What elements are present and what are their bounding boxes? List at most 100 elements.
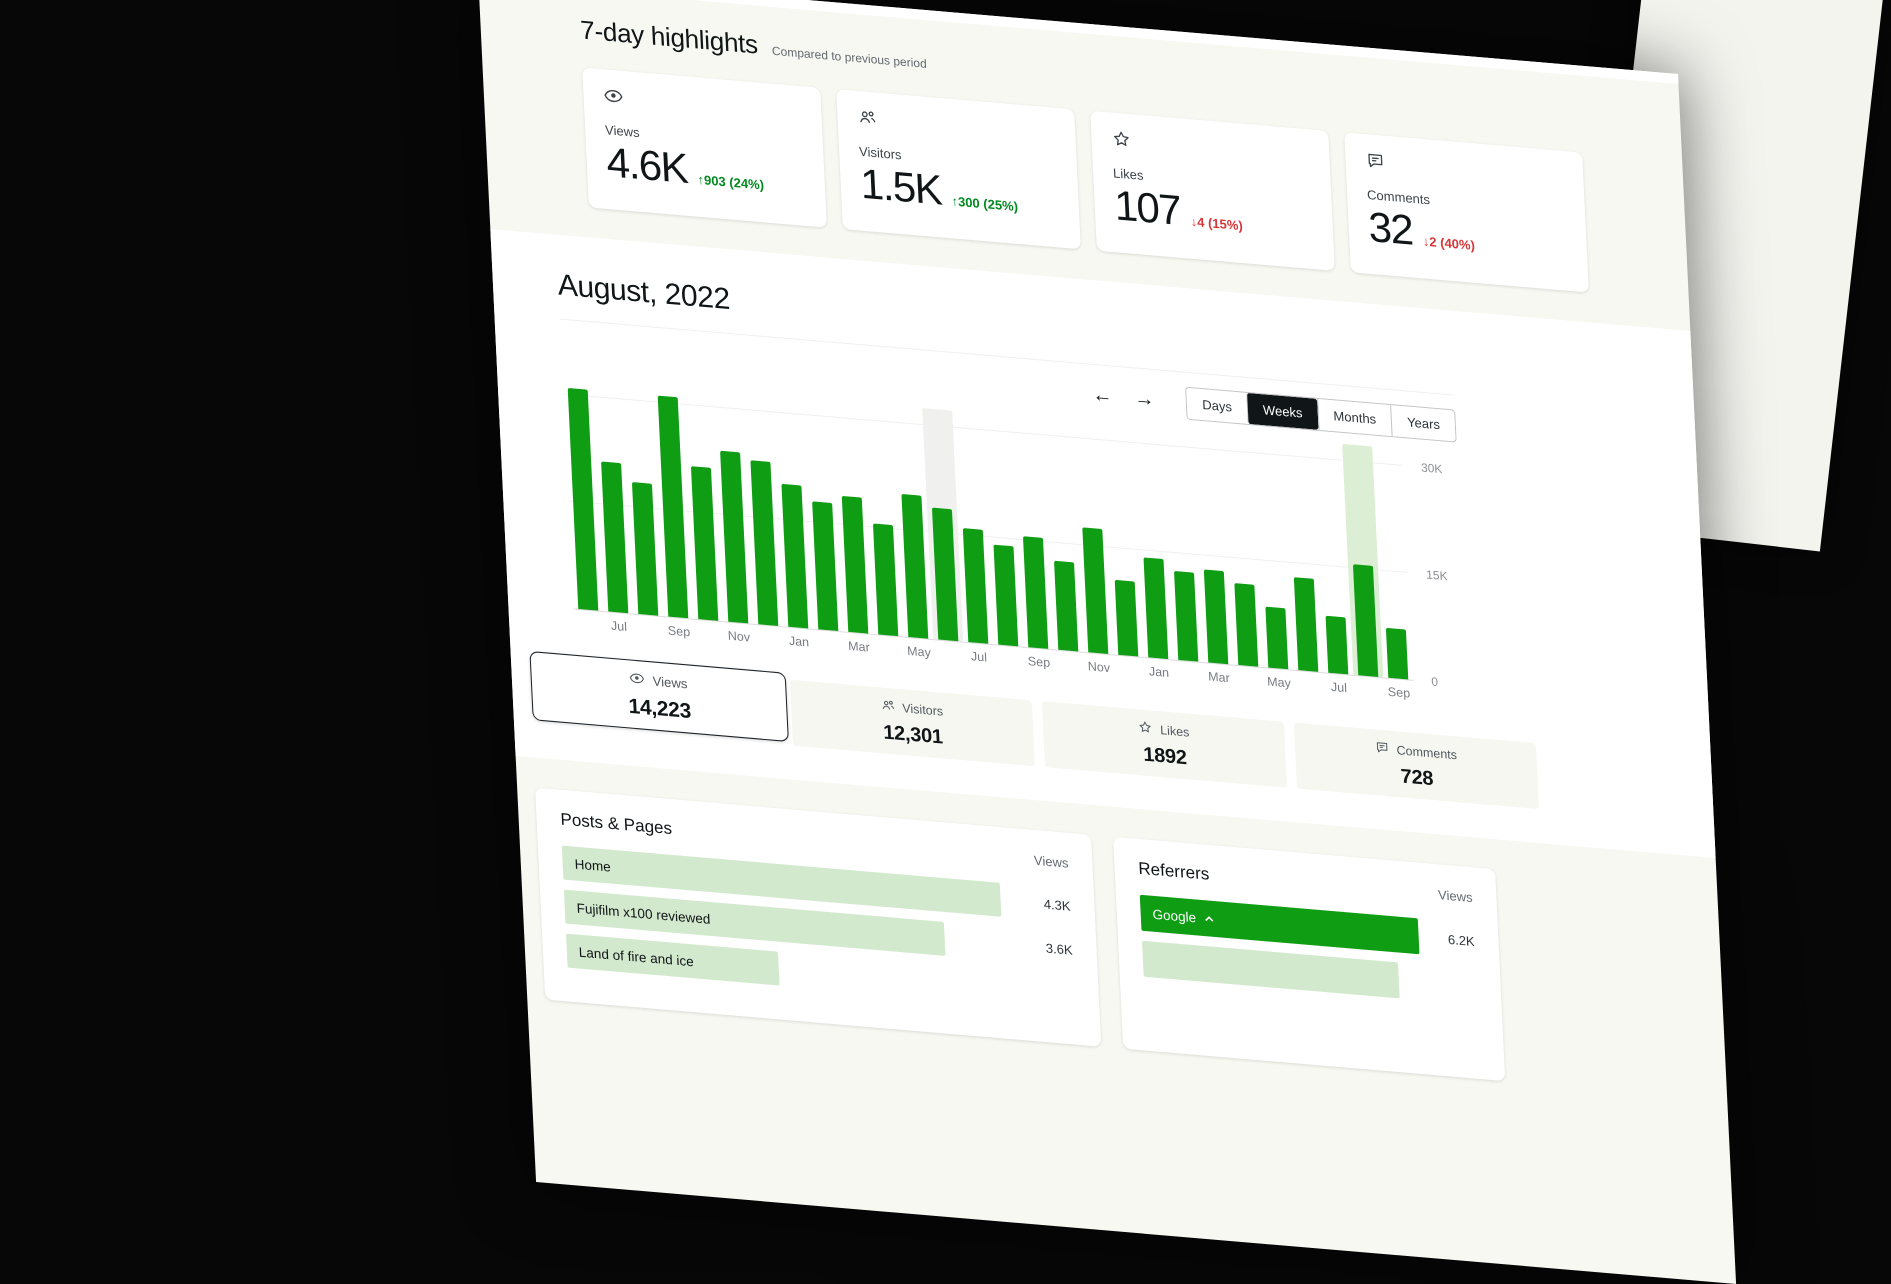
posts-views-column-header: Views xyxy=(1033,852,1069,871)
x-tick-label: Jan xyxy=(788,633,810,650)
x-tick-label: Jul xyxy=(610,618,628,635)
views-bar xyxy=(872,523,899,637)
highlights-cards: Views 4.6K ↑903 (24%) Visitors 1.5K ↑300… xyxy=(582,67,1599,294)
referrers-list: Google 6.2K xyxy=(1139,894,1478,1005)
list-item-label: Fujifilm x100 reviewed xyxy=(576,900,711,927)
metric-value: 1892 xyxy=(1142,743,1188,769)
star-icon xyxy=(1111,128,1132,150)
metric-tab-likes[interactable]: Likes 1892 xyxy=(1041,701,1287,788)
x-tick-empty xyxy=(694,633,724,636)
x-tick-label: Mar xyxy=(1207,669,1231,686)
views-bar xyxy=(901,494,929,639)
people-icon xyxy=(882,700,894,710)
referrers-panel: Referrers Views Google 6.2K xyxy=(1112,836,1506,1082)
eye-icon xyxy=(630,673,645,683)
x-tick-label: Jul xyxy=(970,649,988,665)
views-bar xyxy=(1385,627,1409,680)
views-bar xyxy=(1265,606,1289,670)
highlights-title: 7-day highlights xyxy=(579,14,759,60)
views-bar xyxy=(1293,577,1319,672)
views-bar xyxy=(1325,615,1349,675)
comment-icon xyxy=(1374,739,1390,758)
metric-tab-visitors[interactable]: Visitors 12,301 xyxy=(789,679,1035,767)
metric-label: Likes xyxy=(1159,722,1190,740)
views-bar xyxy=(690,466,719,621)
referrers-title: Referrers xyxy=(1137,858,1210,884)
highlights-subtitle: Compared to previous period xyxy=(771,43,928,71)
list-item-views: 3.6K xyxy=(1045,939,1073,958)
views-bar xyxy=(841,495,869,634)
referrers-views-column-header: Views xyxy=(1437,887,1473,906)
previous-period-button[interactable]: ← xyxy=(1086,382,1119,409)
metric-tab-views[interactable]: Views 14,223 xyxy=(529,650,789,743)
views-bar xyxy=(993,544,1019,647)
metric-tabs: Views 14,223 Visitors 12,301 Likes 1892 … xyxy=(529,650,1539,810)
views-bar xyxy=(1234,583,1259,667)
range-tab-weeks[interactable]: Weeks xyxy=(1246,392,1319,430)
views-bar xyxy=(812,501,839,632)
stat-value: 107 xyxy=(1113,181,1182,234)
comment-icon xyxy=(1368,153,1383,168)
chevron-up-icon xyxy=(1204,915,1215,923)
posts-pages-panel: Posts & Pages Views Home 4.3K Fujifilm x… xyxy=(535,787,1102,1047)
x-tick-empty xyxy=(1114,668,1144,671)
views-bar xyxy=(962,528,989,644)
stat-delta: ↓4 (15%) xyxy=(1190,213,1244,234)
posts-pages-title: Posts & Pages xyxy=(560,809,673,839)
x-tick-empty xyxy=(814,643,844,646)
x-tick-empty xyxy=(994,658,1024,661)
stat-card-comments: Comments 32 ↓2 (40%) xyxy=(1344,132,1589,293)
metric-label: Views xyxy=(652,673,688,692)
x-tick-label: Jan xyxy=(1148,664,1170,681)
views-bar xyxy=(1174,570,1199,662)
views-bar xyxy=(1022,536,1049,649)
x-tick-label: Jul xyxy=(1330,679,1348,696)
views-bar xyxy=(720,450,749,624)
x-tick-empty xyxy=(574,623,604,626)
chevron-up-icon xyxy=(1205,915,1214,922)
x-tick-empty xyxy=(874,648,904,651)
next-period-button[interactable]: → xyxy=(1128,386,1161,413)
x-tick-label: Sep xyxy=(1027,654,1051,670)
stat-value: 32 xyxy=(1367,202,1414,254)
people-icon xyxy=(880,697,896,716)
highlights-section: 7-day highlights Compared to previous pe… xyxy=(478,0,1690,331)
y-tick-label: 15K xyxy=(1425,567,1448,584)
views-bar xyxy=(1203,569,1229,665)
range-tab-days[interactable]: Days xyxy=(1186,387,1248,424)
metric-tab-comments[interactable]: Comments 728 xyxy=(1293,722,1539,810)
posts-pages-list: Home 4.3K Fujifilm x100 reviewed 3.6K La… xyxy=(561,845,1076,1011)
y-axis-labels: 30K 15K 0 xyxy=(1402,449,1473,689)
eye-icon xyxy=(604,89,623,103)
x-tick-label: May xyxy=(906,643,932,660)
range-tab-months[interactable]: Months xyxy=(1316,398,1392,436)
list-item-views: 4.3K xyxy=(1043,895,1071,914)
range-tab-years[interactable]: Years xyxy=(1390,404,1456,442)
stats-page: 7-day highlights Compared to previous pe… xyxy=(478,0,1737,1284)
stat-card-views: Views 4.6K ↑903 (24%) xyxy=(582,67,827,228)
eye-icon xyxy=(629,669,646,689)
stat-delta: ↓2 (40%) xyxy=(1422,233,1476,253)
views-bar xyxy=(1143,557,1169,660)
list-item-label: Google xyxy=(1152,906,1197,925)
eye-icon xyxy=(603,85,624,107)
x-tick-empty xyxy=(934,653,964,656)
y-tick-label: 30K xyxy=(1420,460,1443,477)
chart-section: August, 2022 ← → Days Weeks Months Years 30… xyxy=(490,229,1716,858)
x-tick-empty xyxy=(1174,674,1204,677)
stat-value: 1.5K xyxy=(859,159,943,214)
views-bar xyxy=(1114,579,1139,657)
list-item-views xyxy=(1421,982,1477,987)
metric-value: 728 xyxy=(1400,764,1434,790)
comment-icon xyxy=(1365,150,1386,172)
x-tick-label: Sep xyxy=(667,623,691,640)
list-item-bar: Land of fire and ice xyxy=(565,933,780,986)
stat-value: 4.6K xyxy=(605,138,689,193)
metric-value: 14,223 xyxy=(628,694,692,723)
x-tick-empty xyxy=(1354,689,1384,692)
list-item-label: Home xyxy=(574,856,611,875)
x-tick-label: Nov xyxy=(727,628,751,645)
x-tick-label: Nov xyxy=(1087,659,1111,676)
metric-value: 12,301 xyxy=(882,720,944,749)
stat-delta: ↑300 (25%) xyxy=(951,193,1019,215)
